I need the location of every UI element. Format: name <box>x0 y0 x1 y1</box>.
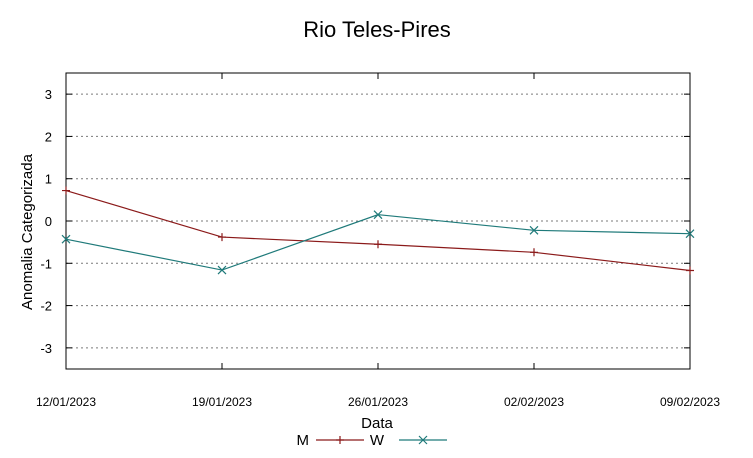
x-tick-label: 09/02/2023 <box>660 395 720 409</box>
data-point-m <box>374 240 382 249</box>
data-point-w <box>685 229 695 239</box>
data-point-m <box>62 186 70 195</box>
series-layer <box>61 186 695 275</box>
legend-label-w: W <box>370 432 385 449</box>
data-point-m <box>218 233 226 242</box>
series-m <box>62 186 694 275</box>
x-axis-label: Data <box>361 415 393 432</box>
data-point-w <box>529 225 539 235</box>
x-axis-ticks: 12/01/2023 19/01/2023 26/01/2023 02/02/2023… <box>36 73 720 409</box>
y-tick-label: -3 <box>40 341 52 356</box>
y-tick-label: 3 <box>45 87 52 102</box>
series-line-m <box>65 189 691 272</box>
y-axis-ticks: 3 2 1 0 -1 -2 -3 <box>40 87 690 356</box>
series-w <box>61 210 695 275</box>
chart-title: Rio Teles-Pires <box>303 17 451 42</box>
legend-marker-w <box>418 435 428 445</box>
data-point-m <box>530 248 538 257</box>
legend-marker-m <box>336 436 344 444</box>
x-tick-label: 02/02/2023 <box>504 395 564 409</box>
x-tick-label: 19/01/2023 <box>192 395 252 409</box>
y-tick-label: 0 <box>45 214 52 229</box>
x-tick-label: 12/01/2023 <box>36 395 96 409</box>
y-axis-label: Anomalia Categorizada <box>19 153 36 310</box>
y-tick-label: -1 <box>40 256 52 271</box>
y-tick-label: 1 <box>45 172 52 187</box>
data-point-m <box>686 266 694 275</box>
data-point-w <box>217 265 227 275</box>
y-tick-label: 2 <box>45 129 52 144</box>
grid-lines <box>66 93 690 349</box>
data-point-w <box>61 234 71 244</box>
legend-label-m: M <box>297 432 310 449</box>
y-tick-label: -2 <box>40 299 52 314</box>
data-point-w <box>373 210 383 220</box>
x-tick-label: 26/01/2023 <box>348 395 408 409</box>
